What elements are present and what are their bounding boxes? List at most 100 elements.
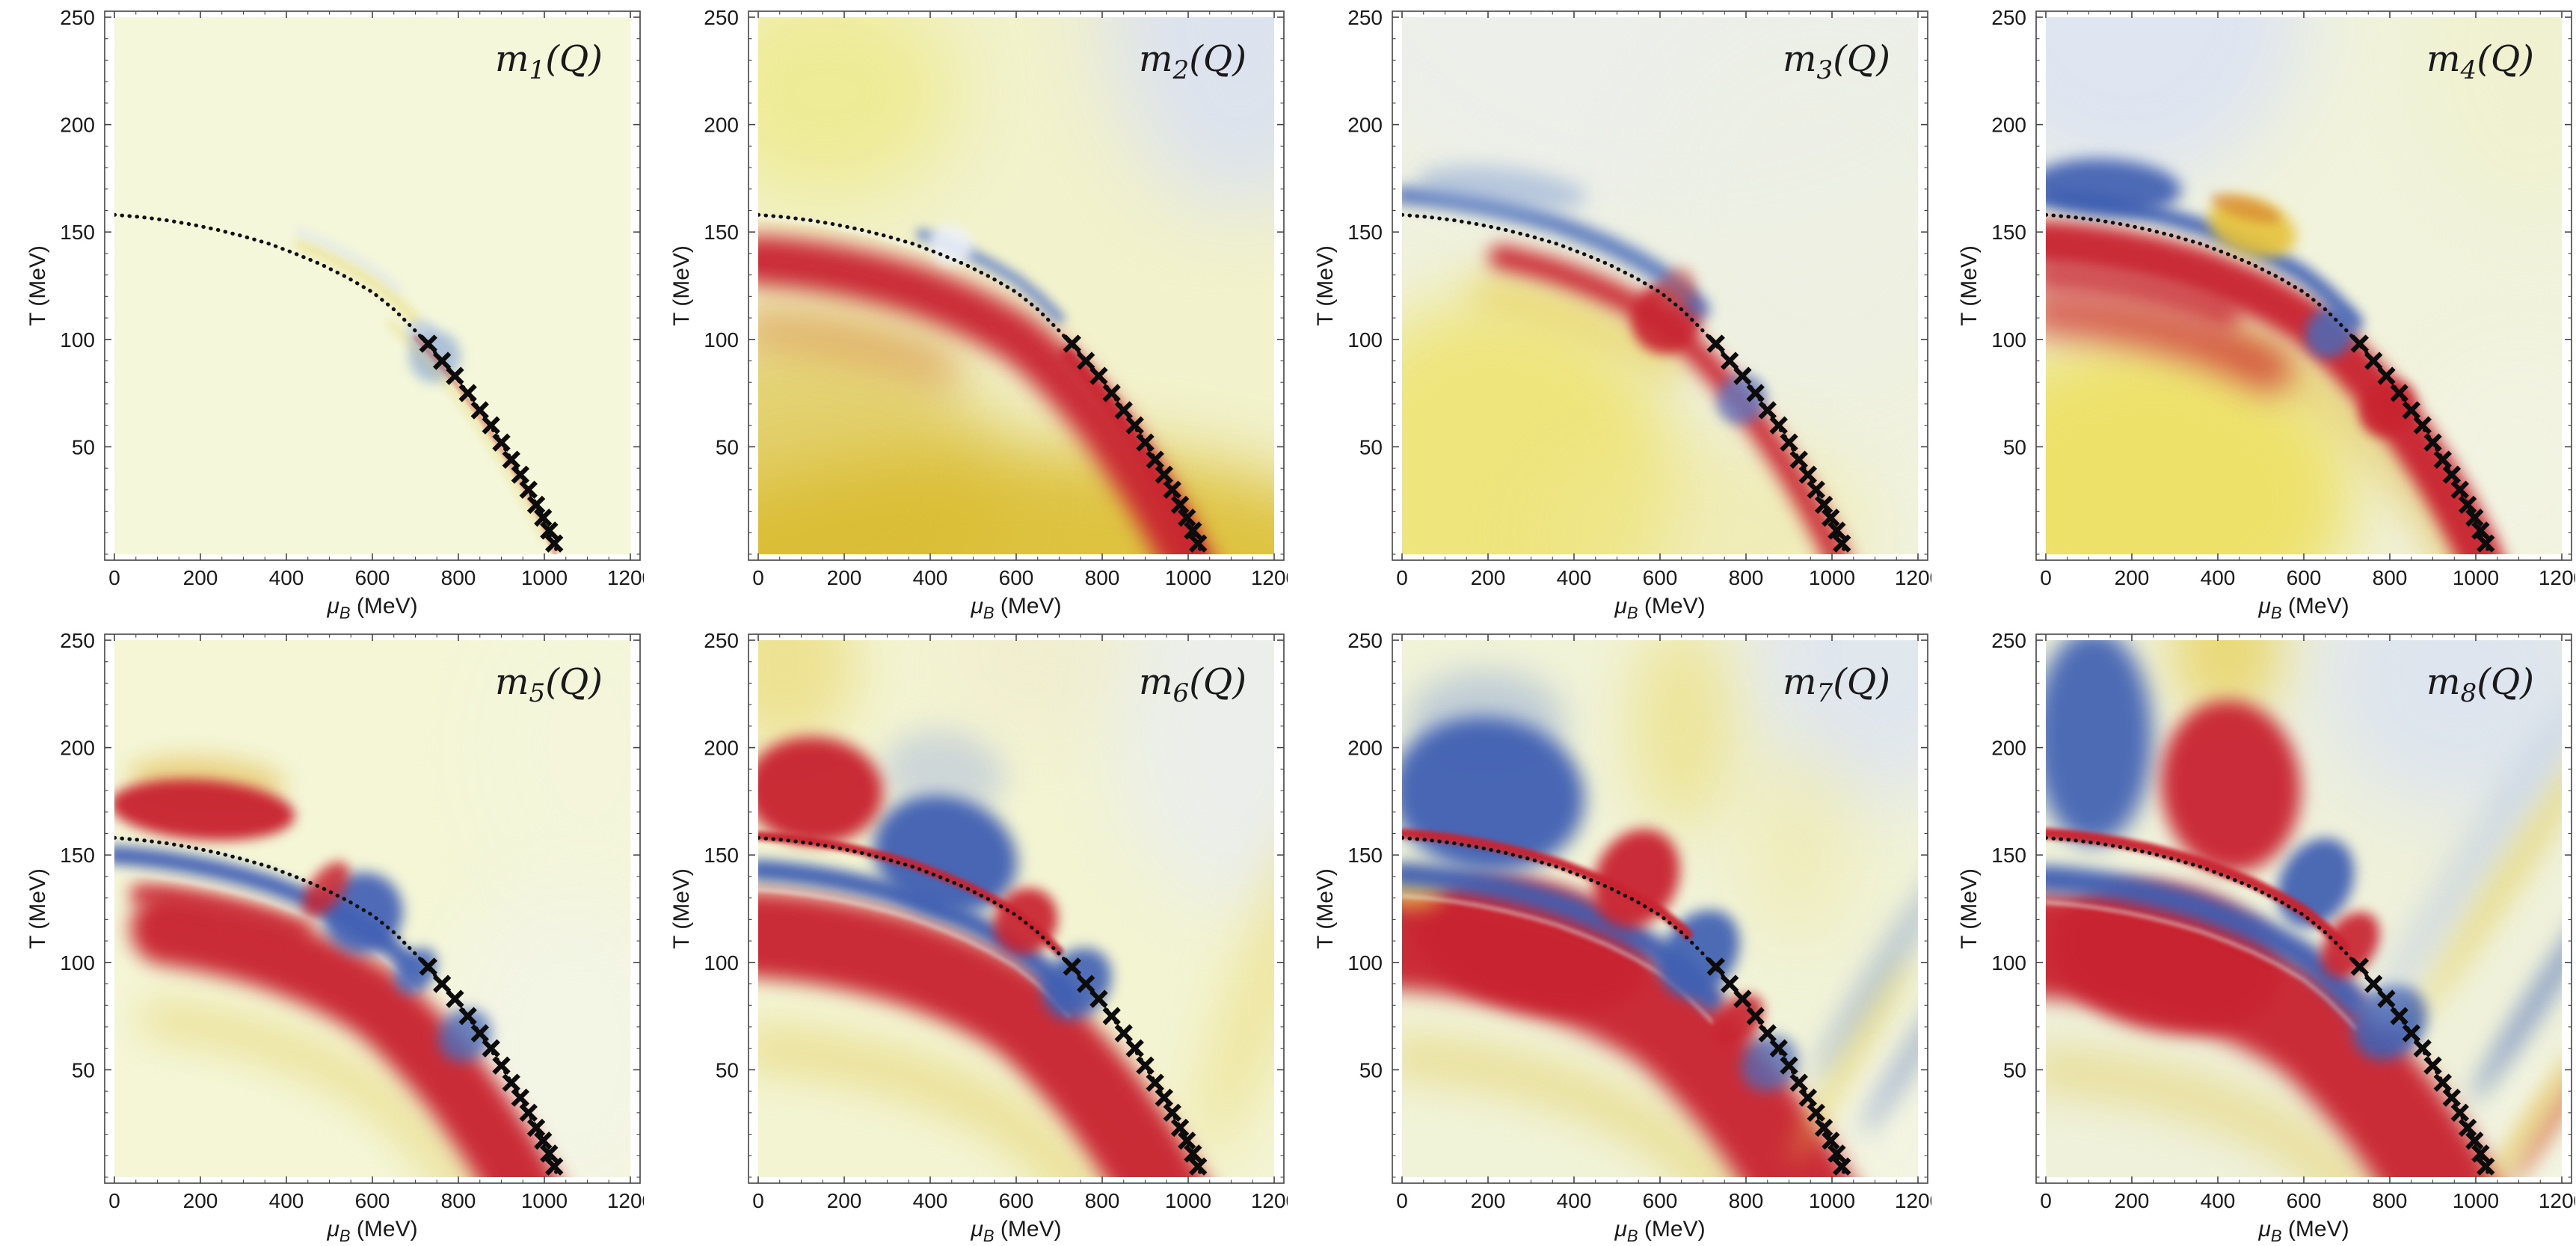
y-tick-label: 200 bbox=[1347, 114, 1383, 137]
heatmap-field bbox=[758, 640, 1274, 1177]
cross-marker bbox=[1720, 975, 1739, 993]
x-tick-label: 1200 bbox=[2539, 1189, 2575, 1212]
tick-labels: 0 200 400 600 800 1000 1200 50 100 150 200 250 bbox=[704, 629, 1288, 1212]
cross-marker bbox=[1798, 1088, 1817, 1107]
first-order-markers bbox=[419, 957, 564, 1176]
x-axis-label: μB (MeV) bbox=[1614, 1217, 1705, 1245]
x-tick-label: 0 bbox=[752, 566, 764, 589]
y-tick-label: 100 bbox=[1347, 328, 1383, 352]
cross-marker bbox=[2458, 1118, 2477, 1138]
cross-marker bbox=[1125, 416, 1144, 435]
x-tick-label: 200 bbox=[2115, 566, 2150, 589]
x-axis-label: μB (MeV) bbox=[326, 594, 417, 622]
cross-marker bbox=[2377, 366, 2396, 385]
cross-marker bbox=[2413, 1039, 2432, 1058]
panel-title: m8(Q) bbox=[2426, 661, 2534, 708]
cross-marker bbox=[1146, 1073, 1164, 1092]
panel-m3-plot: 0 200 400 600 800 1000 1200 50 100 150 200 250 μB (M… bbox=[1313, 6, 1931, 622]
cross-marker bbox=[2390, 384, 2409, 402]
x-tick-label: 800 bbox=[441, 566, 476, 589]
x-tick-label: 1000 bbox=[2453, 566, 2499, 589]
panel-m2-plot: 0 200 400 600 800 1000 1200 50 100 150 200 250 μB (M… bbox=[669, 6, 1288, 622]
plot-frame bbox=[104, 10, 641, 561]
x-tick-label: 1200 bbox=[2539, 566, 2575, 589]
x-tick-label: 400 bbox=[1557, 566, 1592, 589]
cross-marker bbox=[2433, 450, 2452, 469]
cross-marker bbox=[1089, 989, 1108, 1008]
panel-title: m2(Q) bbox=[1139, 38, 1246, 85]
cross-marker bbox=[1769, 1039, 1788, 1058]
panel-m6-plot: 0 200 400 600 800 1000 1200 50 100 150 200 250 μB (M… bbox=[669, 629, 1288, 1245]
cross-marker bbox=[511, 465, 529, 484]
cross-marker bbox=[482, 416, 500, 435]
cross-marker bbox=[2450, 480, 2469, 500]
x-tick-label: 200 bbox=[1471, 1189, 1506, 1212]
heatmap-field bbox=[2046, 640, 2562, 1177]
cross-marker bbox=[482, 1039, 500, 1058]
cross-marker bbox=[2442, 465, 2461, 484]
cross-marker bbox=[2364, 352, 2383, 370]
x-tick-label: 600 bbox=[355, 1189, 390, 1212]
first-order-markers bbox=[2350, 957, 2495, 1176]
cross-marker bbox=[1125, 1039, 1144, 1058]
x-tick-label: 800 bbox=[1729, 566, 1764, 589]
panel-m5-plot: 0 200 400 600 800 1000 1200 50 100 150 200 250 μB (M… bbox=[25, 629, 644, 1245]
panel-title: m4(Q) bbox=[2426, 38, 2534, 85]
y-tick-label: 200 bbox=[1991, 737, 2026, 760]
cross-marker bbox=[2390, 1007, 2409, 1025]
x-axis-label: μB (MeV) bbox=[970, 1217, 1061, 1245]
x-tick-label: 400 bbox=[1557, 1189, 1592, 1212]
first-order-markers bbox=[419, 334, 564, 553]
y-tick-label: 150 bbox=[1347, 221, 1383, 244]
cross-marker bbox=[1746, 384, 1765, 402]
y-tick-label: 250 bbox=[704, 6, 739, 29]
cross-marker bbox=[1758, 1024, 1777, 1043]
y-tick-label: 50 bbox=[1359, 435, 1383, 458]
cross-marker bbox=[1720, 352, 1739, 370]
cross-marker bbox=[1114, 1024, 1133, 1043]
tick-labels: 0 200 400 600 800 1000 1200 50 100 150 200 250 bbox=[1347, 6, 1931, 589]
cross-marker bbox=[1102, 1007, 1121, 1025]
x-tick-label: 600 bbox=[999, 1189, 1034, 1212]
cross-marker bbox=[1189, 534, 1208, 553]
x-tick-label: 800 bbox=[2373, 1189, 2408, 1212]
cross-marker bbox=[511, 1088, 529, 1107]
cross-marker bbox=[2477, 534, 2495, 553]
cross-marker bbox=[1814, 495, 1833, 515]
cross-marker bbox=[1833, 1157, 1851, 1176]
y-tick-label: 250 bbox=[1347, 6, 1383, 29]
plot-frame bbox=[2035, 633, 2572, 1184]
x-tick-label: 600 bbox=[1643, 1189, 1678, 1212]
x-axis-label: μB (MeV) bbox=[326, 1217, 417, 1245]
x-tick-label: 400 bbox=[913, 566, 948, 589]
cross-marker bbox=[2477, 1157, 2495, 1176]
plot-frame bbox=[1392, 10, 1928, 561]
cross-marker bbox=[1822, 1131, 1840, 1150]
y-tick-label: 100 bbox=[1991, 951, 2026, 975]
y-tick-label: 200 bbox=[1991, 114, 2026, 137]
x-tick-label: 1000 bbox=[1165, 566, 1211, 589]
x-tick-label: 200 bbox=[827, 566, 862, 589]
x-tick-label: 0 bbox=[108, 1189, 120, 1212]
y-tick-label: 150 bbox=[1347, 844, 1383, 867]
x-tick-label: 600 bbox=[1643, 566, 1678, 589]
y-tick-label: 200 bbox=[704, 114, 739, 137]
x-tick-label: 1000 bbox=[521, 566, 568, 589]
cross-marker bbox=[1733, 366, 1752, 385]
cross-marker bbox=[492, 1056, 511, 1075]
x-tick-label: 1200 bbox=[607, 566, 644, 589]
x-tick-label: 400 bbox=[2201, 1189, 2236, 1212]
y-tick-label: 200 bbox=[60, 114, 95, 137]
panel-m4: 0 200 400 600 800 1000 1200 50 100 150 200 250 μB (M… bbox=[1931, 0, 2575, 623]
panel-m5: 0 200 400 600 800 1000 1200 50 100 150 200 250 μB (M… bbox=[0, 623, 644, 1246]
tick-labels: 0 200 400 600 800 1000 1200 50 100 150 200 250 bbox=[60, 6, 644, 589]
cross-marker bbox=[1178, 1131, 1196, 1150]
x-tick-label: 200 bbox=[1471, 566, 1506, 589]
cross-marker bbox=[2450, 1103, 2469, 1123]
panel-m3: 0 200 400 600 800 1000 1200 50 100 150 200 250 μB (M… bbox=[1288, 0, 1931, 623]
cross-marker bbox=[1184, 1144, 1202, 1163]
y-axis-label: T (MeV) bbox=[669, 868, 694, 949]
x-tick-label: 200 bbox=[183, 566, 218, 589]
cross-marker bbox=[1155, 465, 1173, 484]
